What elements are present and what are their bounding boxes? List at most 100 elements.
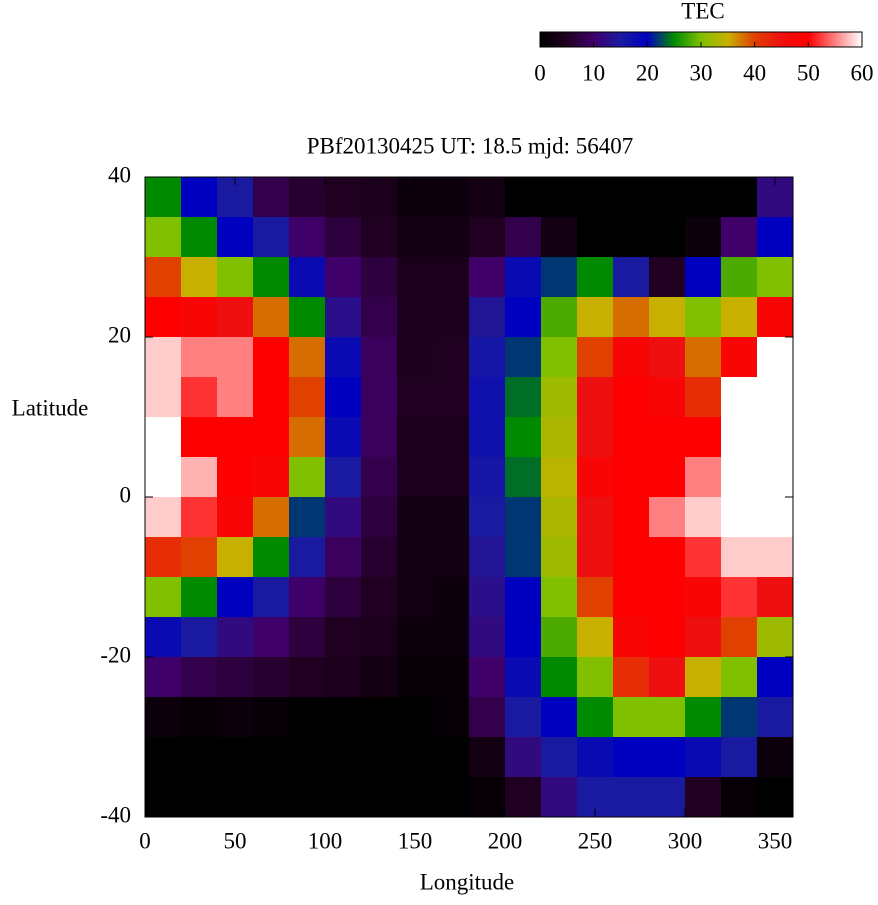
heat-cell [685,337,722,378]
heat-cell [325,177,362,218]
heat-cell [577,337,614,378]
heat-cell [145,377,182,418]
heat-cell [685,177,722,218]
heat-cell [721,217,758,258]
heat-cell [181,577,218,618]
heat-cell [649,657,686,698]
heat-cell [253,297,290,338]
heat-cell [685,257,722,298]
heat-cell [757,617,794,658]
heat-cell [433,697,470,738]
heat-cell [181,337,218,378]
heat-cell [289,617,326,658]
heat-cell [649,777,686,818]
heat-cell [433,657,470,698]
heat-cell [253,737,290,778]
heat-cell [253,337,290,378]
heat-cell [145,737,182,778]
x-tick-label: 300 [668,828,703,853]
heat-cell [757,337,794,378]
x-tick-label: 250 [578,828,613,853]
heat-cell [361,657,398,698]
heat-cell [181,217,218,258]
colorbar-tick-label: 20 [636,60,659,85]
heat-cell [721,537,758,578]
heat-cell [181,657,218,698]
heat-cell [145,297,182,338]
x-tick-label: 50 [224,828,247,853]
heat-cell [325,457,362,498]
x-tick-label: 200 [488,828,523,853]
colorbar-tick-label: 30 [690,60,713,85]
heat-cell [217,497,254,538]
heat-cell [721,457,758,498]
heat-cell [289,377,326,418]
heat-cell [649,297,686,338]
heat-cell [721,297,758,338]
heat-cell [433,257,470,298]
y-axis-label: Latitude [12,395,89,420]
heat-cell [397,737,434,778]
heat-cell [325,577,362,618]
heat-cell [469,777,506,818]
heat-cell [649,697,686,738]
x-axis-label: Longitude [420,869,515,894]
heat-cell [397,377,434,418]
heat-cell [469,497,506,538]
heat-cell [685,457,722,498]
heat-cell [253,697,290,738]
heat-cell [289,177,326,218]
heat-cell [397,657,434,698]
heat-cell [577,497,614,538]
colorbar-tick-label: 50 [797,60,820,85]
heat-cell [541,537,578,578]
heat-cell [577,297,614,338]
heat-cell [541,457,578,498]
heat-cell [505,777,542,818]
heat-cell [433,537,470,578]
heat-cell [289,457,326,498]
heat-cell [721,177,758,218]
heat-cell [577,577,614,618]
heat-cell [541,497,578,538]
heat-cell [397,577,434,618]
heat-cell [145,657,182,698]
heat-cell [505,417,542,458]
heat-cell [361,297,398,338]
heat-cell [541,337,578,378]
heat-cell [397,457,434,498]
heat-cell [217,697,254,738]
heat-cell [289,297,326,338]
heat-cell [649,497,686,538]
heat-cell [145,537,182,578]
heat-cell [217,337,254,378]
heat-cell [577,657,614,698]
heat-cell [685,297,722,338]
heat-cell [217,297,254,338]
heat-cell [505,217,542,258]
heat-cell [613,537,650,578]
heat-cell [253,217,290,258]
heat-cell [253,257,290,298]
heat-cell [361,737,398,778]
heat-cell [469,417,506,458]
heat-cell [613,257,650,298]
heat-cell [253,777,290,818]
heat-cell [649,257,686,298]
heat-cell [757,417,794,458]
heat-cell [217,457,254,498]
heat-cell [181,497,218,538]
heat-cell [361,457,398,498]
y-tick-label: -40 [100,802,131,827]
heat-cell [325,657,362,698]
heat-cell [145,337,182,378]
heat-cell [289,657,326,698]
heat-cell [577,737,614,778]
heat-cell [613,217,650,258]
heat-cell [181,257,218,298]
heat-cell [649,737,686,778]
heat-cell [253,417,290,458]
heat-cell [577,257,614,298]
heat-cell [217,377,254,418]
chart-title: PBf20130425 UT: 18.5 mjd: 56407 [307,133,634,158]
